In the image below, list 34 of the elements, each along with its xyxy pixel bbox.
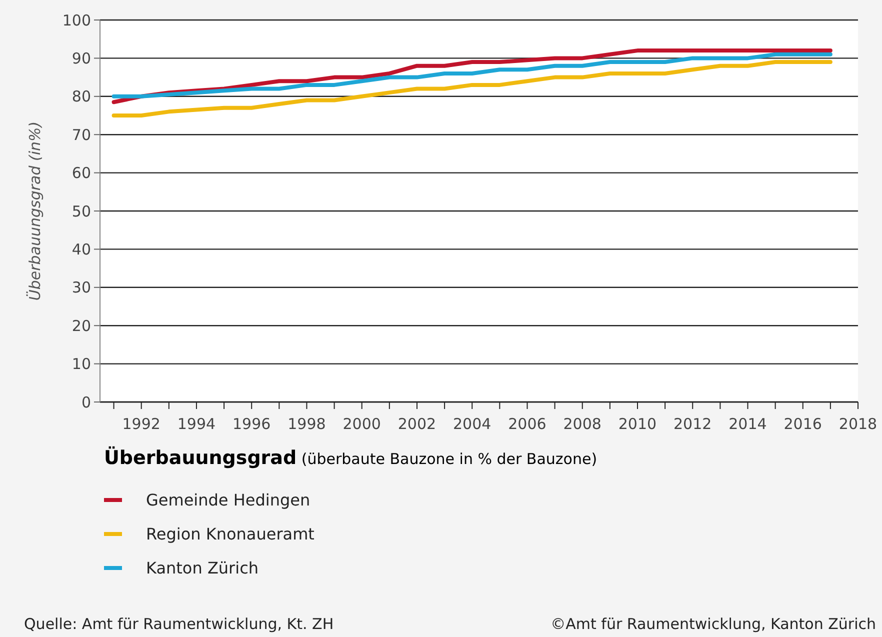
line-series — [112, 52, 832, 98]
x-tick-label: 2004 — [453, 415, 492, 433]
x-tick-label: 2008 — [563, 415, 602, 433]
source-note: Quelle: Amt für Raumentwicklung, Kt. ZH — [24, 615, 334, 633]
x-tick-label: 1998 — [288, 415, 326, 433]
y-tick-label: 0 — [81, 393, 91, 412]
y-tick-label: 70 — [72, 126, 91, 144]
legend-title: Überbauungsgrad (überbaute Bauzone in % der Bauzone) — [104, 446, 598, 469]
y-tick-label: 50 — [72, 202, 91, 220]
y-tick-label: 60 — [72, 164, 91, 182]
y-tick-label: 30 — [72, 278, 91, 297]
x-tick-label: 2018 — [838, 415, 878, 433]
x-tick-label: 2014 — [728, 415, 767, 433]
legend-label: Region Knonaueramt — [146, 524, 314, 544]
y-tick-label: 90 — [72, 49, 91, 68]
x-tick-label: 1994 — [177, 415, 216, 433]
line-series — [112, 60, 832, 118]
x-tick-label: 2000 — [342, 415, 381, 433]
y-tick-label: 100 — [62, 11, 91, 30]
x-tick-label: 1996 — [232, 415, 271, 433]
y-tick-label: 40 — [72, 240, 91, 258]
x-tick-label: 2012 — [674, 415, 712, 433]
x-tick-label: 2016 — [784, 415, 822, 433]
y-axis-title: Überbauungsgrad (in%) — [26, 121, 44, 301]
y-tick-label: 20 — [72, 316, 91, 335]
x-tick-label: 2006 — [508, 415, 546, 433]
y-tick-label: 10 — [72, 355, 91, 374]
legend-label: Kanton Zürich — [146, 558, 259, 578]
x-tick-label: 2010 — [618, 415, 657, 433]
text: ©Amt für Raumentwicklung, Kanton Zürich — [550, 615, 876, 633]
legend-label: Gemeinde Hedingen — [146, 490, 310, 510]
x-tick-label: 1992 — [122, 415, 160, 433]
x-tick-label: 2002 — [398, 415, 436, 433]
y-tick-label: 80 — [72, 88, 91, 106]
